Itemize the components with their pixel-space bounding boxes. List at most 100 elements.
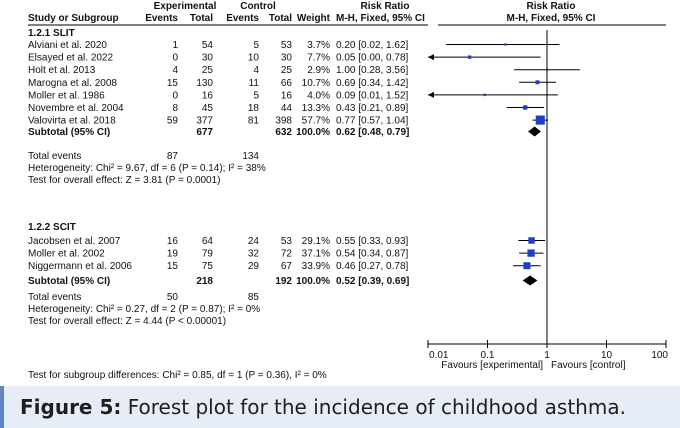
heterogeneity-text: Heterogeneity: Chi² = 0.27, df = 2 (P = …	[28, 304, 260, 315]
total-events-exp: 87	[167, 151, 179, 162]
ctl-events-cell: 18	[248, 103, 260, 114]
study-name: Moller et al. 1986	[28, 90, 105, 101]
ctl-events-cell: 5	[253, 90, 259, 101]
ci-cell: 0.20 [0.02, 1.62]	[336, 40, 409, 51]
subtotal-diamond	[522, 275, 538, 286]
ci-arrow	[428, 54, 434, 61]
ctl-events-cell: 29	[248, 261, 260, 272]
ctl-events-cell: 11	[249, 78, 260, 89]
exp-total-cell: 30	[202, 53, 214, 64]
subtotal-exp-total: 677	[196, 127, 213, 138]
exp-events-cell: 16	[167, 236, 179, 247]
ctl-total-cell: 16	[281, 90, 293, 101]
ci-cell: 0.05 [0.00, 0.78]	[336, 53, 409, 64]
ci-cell: 0.54 [0.34, 0.87]	[336, 249, 409, 260]
exp-total-cell: 79	[202, 249, 214, 260]
ci-cell: 0.43 [0.21, 0.89]	[336, 103, 409, 114]
header-risk-ratio: Risk Ratio	[361, 1, 410, 12]
study-name: Elsayed et al. 2022	[28, 53, 113, 64]
ctl-events-cell: 24	[248, 236, 260, 247]
study-marker	[528, 237, 535, 244]
exp-events-cell: 15	[167, 261, 179, 272]
ctl-total-cell: 30	[281, 53, 293, 64]
study-marker	[527, 249, 535, 257]
header-experimental: Experimental	[154, 1, 217, 12]
total-events-label: Total events	[28, 151, 81, 162]
exp-total-cell: 64	[202, 236, 214, 247]
caption-strip	[0, 386, 680, 428]
subtotal-weight: 100.0%	[296, 127, 330, 138]
exp-events-cell: 15	[167, 78, 179, 89]
study-marker	[523, 262, 531, 270]
favours-control-label: Favours [control]	[551, 360, 626, 371]
x-tick-label: 100	[651, 350, 668, 361]
study-marker	[535, 80, 540, 85]
ctl-total-cell: 53	[281, 40, 293, 51]
x-tick-label: 0.01	[429, 350, 449, 361]
ctl-total-cell: 53	[281, 236, 293, 247]
figure-caption-label: Figure 5:	[20, 395, 122, 419]
figure-caption: Figure 5: Forest plot for the incidence …	[20, 395, 626, 419]
ctl-total-cell: 72	[281, 249, 293, 260]
exp-total-cell: 45	[202, 103, 214, 114]
x-tick-label: 1	[544, 350, 550, 361]
subtotal-label: Subtotal (95% CI)	[28, 276, 110, 287]
weight-cell: 29.1%	[302, 236, 330, 247]
ctl-total-cell: 398	[275, 116, 292, 127]
subtotal-diamond	[528, 126, 541, 137]
ctl-events-cell: 81	[248, 116, 260, 127]
subtotal-exp-total: 218	[196, 276, 213, 287]
study-name: Valovirta et al. 2018	[28, 116, 116, 127]
ci-arrow	[428, 91, 434, 98]
subtotal-label: Subtotal (95% CI)	[28, 127, 110, 138]
total-events-ctl: 134	[242, 151, 259, 162]
weight-cell: 3.7%	[307, 40, 330, 51]
exp-events-cell: 19	[167, 249, 179, 260]
study-name: Moller et al. 2002	[28, 249, 105, 260]
subtotal-ctl-total: 192	[275, 276, 292, 287]
ctl-events-cell: 10	[248, 53, 260, 64]
ctl-total-cell: 25	[281, 65, 293, 76]
weight-cell: 7.7%	[307, 53, 330, 64]
study-marker	[535, 115, 545, 125]
study-name: Marogna et al. 2008	[28, 78, 117, 89]
exp-events-cell: 0	[172, 53, 178, 64]
study-marker	[504, 43, 507, 46]
ci-cell: 1.00 [0.28, 3.56]	[336, 65, 409, 76]
header-plot-method: M-H, Fixed, 95% CI	[507, 13, 596, 24]
exp-events-cell: 0	[172, 90, 178, 101]
weight-cell: 37.1%	[302, 249, 330, 260]
total-events-exp: 50	[167, 292, 179, 303]
header-exp-events: Events	[145, 13, 178, 24]
figure-caption-text: Forest plot for the incidence of childho…	[121, 395, 626, 419]
study-marker	[467, 55, 472, 59]
exp-events-cell: 59	[167, 116, 179, 127]
ci-cell: 0.46 [0.27, 0.78]	[336, 261, 409, 272]
study-marker	[523, 105, 528, 110]
ctl-total-cell: 67	[281, 261, 293, 272]
weight-cell: 2.9%	[307, 65, 330, 76]
header-control: Control	[240, 1, 276, 12]
favours-experimental-label: Favours [experimental]	[441, 360, 543, 371]
weight-cell: 4.0%	[307, 90, 330, 101]
ctl-events-cell: 5	[253, 40, 259, 51]
subgroup-label: 1.2.1 SLIT	[28, 28, 75, 39]
x-tick-label: 0.1	[481, 350, 495, 361]
study-name: Novembre et al. 2004	[28, 103, 124, 114]
subgroup-label: 1.2.2 SCIT	[28, 222, 76, 233]
exp-total-cell: 54	[202, 40, 214, 51]
x-tick-label: 10	[601, 350, 613, 361]
subtotal-ci: 0.52 [0.39, 0.69]	[336, 276, 409, 287]
subtotal-ctl-total: 632	[275, 127, 292, 138]
caption-accent-bar	[0, 386, 4, 428]
exp-total-cell: 25	[202, 65, 214, 76]
weight-cell: 13.3%	[302, 103, 330, 114]
header-exp-total: Total	[190, 13, 213, 24]
ctl-events-cell: 4	[253, 65, 259, 76]
subtotal-ci: 0.62 [0.48, 0.79]	[336, 127, 409, 138]
exp-events-cell: 4	[172, 65, 178, 76]
study-name: Jacobsen et al. 2007	[28, 236, 121, 247]
total-events-label: Total events	[28, 292, 81, 303]
subtotal-weight: 100.0%	[296, 276, 330, 287]
exp-events-cell: 1	[172, 40, 178, 51]
